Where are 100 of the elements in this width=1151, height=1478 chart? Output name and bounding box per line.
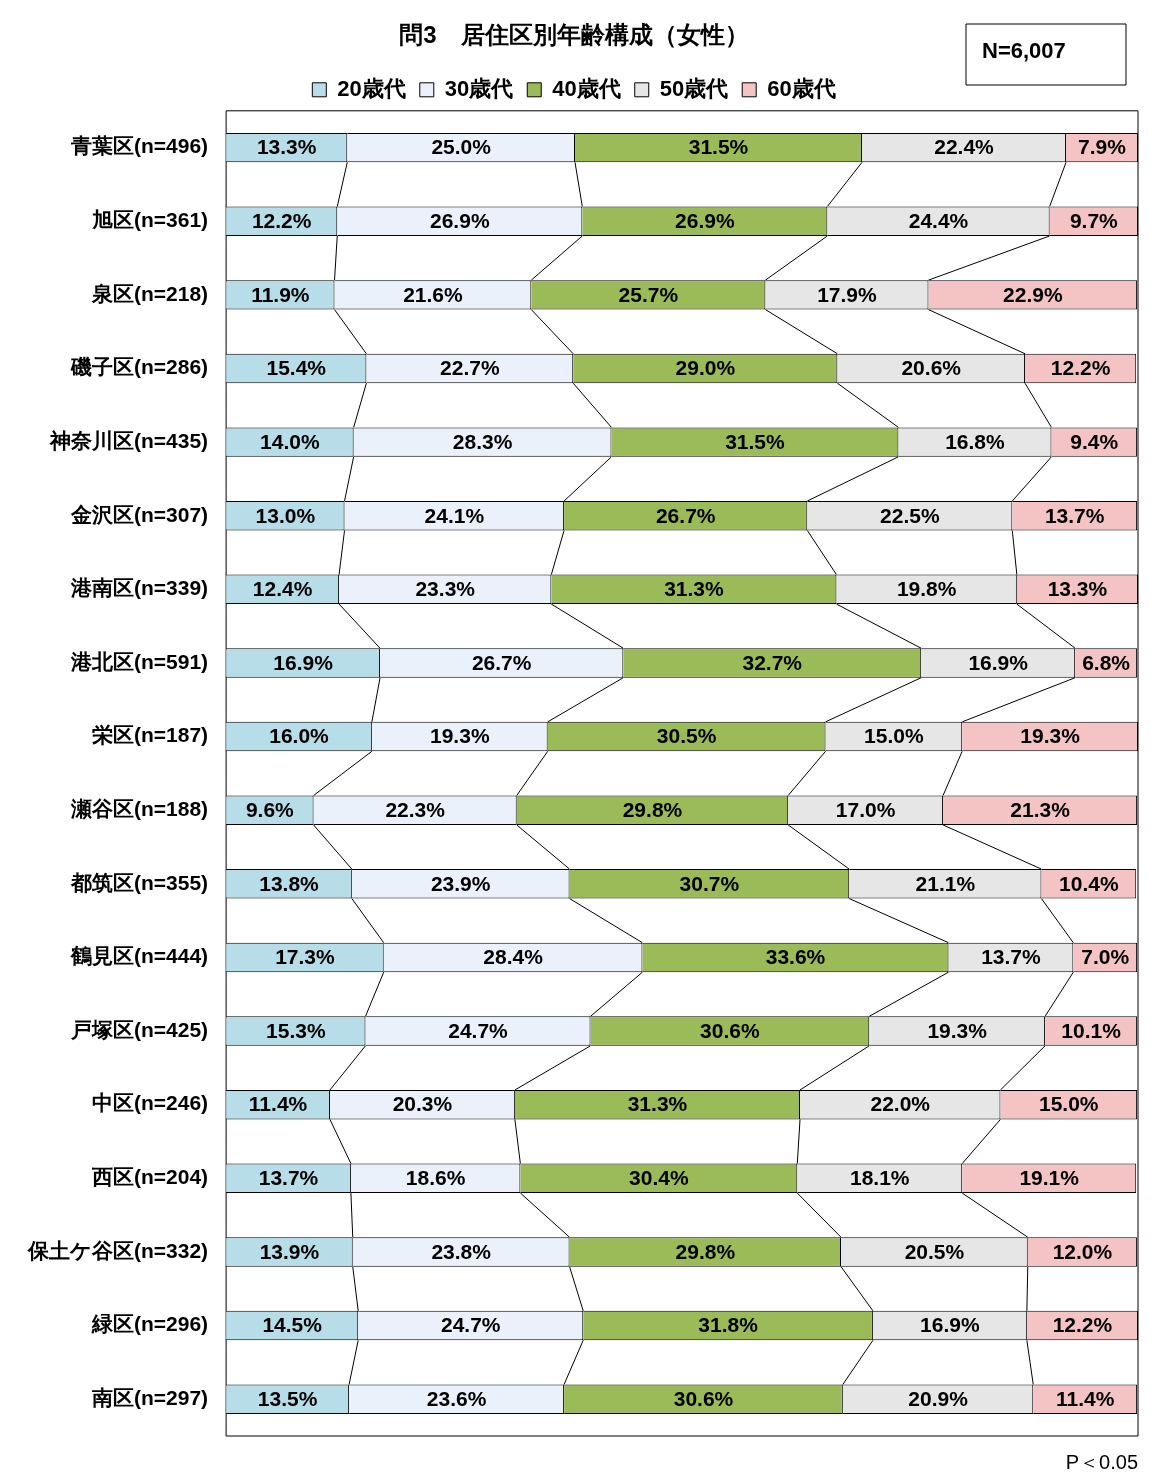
text: N=6,007 (982, 38, 1066, 64)
data-label: 22.0% (870, 1092, 931, 1116)
data-label: 6.8% (1082, 650, 1131, 674)
data-label: 13.0% (255, 503, 316, 527)
data-label: 16.0% (269, 724, 330, 748)
data-label: 22.3% (385, 798, 446, 822)
data-label: 25.7% (618, 282, 679, 306)
data-label: 30.6% (673, 1386, 734, 1410)
y-tick-label: 港北区(n=591) (69, 649, 209, 673)
legend-label: 20歳代 (337, 75, 406, 101)
data-label: 19.1% (1019, 1166, 1080, 1190)
data-label: 29.8% (675, 1239, 736, 1263)
data-label: 14.0% (260, 429, 320, 453)
data-label: 10.4% (1059, 871, 1119, 895)
data-label: 26.7% (471, 650, 532, 674)
y-tick-label: 保土ケ谷区(n=332) (26, 1238, 209, 1262)
data-label: 18.1% (849, 1166, 910, 1190)
y-tick-label: 南区(n=297) (90, 1385, 209, 1409)
data-label: 11.4% (1055, 1386, 1115, 1410)
data-label: 9.7% (1069, 209, 1119, 233)
data-label: 13.3% (1047, 577, 1108, 601)
data-label: 19.3% (927, 1018, 988, 1042)
data-label: 14.5% (262, 1313, 323, 1337)
data-label: 9.6% (245, 798, 295, 822)
data-label: 20.5% (904, 1239, 965, 1263)
data-label: 24.7% (448, 1018, 509, 1042)
data-label: 24.1% (424, 503, 485, 527)
y-tick-label: 栄区(n=187) (91, 723, 209, 747)
data-label: 16.9% (968, 650, 1029, 674)
y-tick-label: 磯子区(n=286) (69, 355, 209, 379)
data-label: 15.0% (1038, 1092, 1099, 1116)
data-label: 28.4% (483, 945, 544, 969)
data-label: 31.3% (627, 1092, 688, 1116)
y-tick-label: 旭区(n=361) (90, 208, 209, 232)
data-label: 12.4% (252, 577, 313, 601)
y-tick-label: 戸塚区(n=425) (69, 1017, 209, 1041)
data-label: 13.7% (1044, 503, 1105, 527)
y-tick-label: 西区(n=204) (90, 1165, 209, 1189)
data-label: 16.8% (945, 429, 1006, 453)
legend-label: 60歳代 (767, 75, 836, 101)
data-label: 20.6% (901, 356, 962, 380)
data-label: 33.6% (765, 945, 826, 969)
y-tick-label: 泉区(n=218) (90, 281, 209, 305)
data-label: 25.0% (431, 135, 492, 159)
data-label: 11.4% (248, 1092, 308, 1116)
data-label: 31.3% (664, 577, 724, 601)
data-label: 24.4% (908, 209, 969, 233)
chart-title: 問3 居住区別年齢構成（女性） (399, 21, 749, 49)
y-tick-label: 都筑区(n=355) (69, 870, 209, 894)
data-label: 29.8% (622, 798, 683, 822)
data-label: 19.3% (1020, 724, 1081, 748)
data-label: 13.3% (256, 135, 317, 159)
data-label: 21.6% (403, 282, 463, 306)
y-tick-label: 緑区(n=296) (90, 1312, 209, 1336)
data-label: 7.9% (1078, 135, 1127, 159)
data-label: 28.3% (452, 429, 513, 453)
data-label: 9.4% (1070, 429, 1119, 453)
data-label: 29.0% (675, 356, 736, 380)
data-label: 16.9% (920, 1313, 980, 1337)
data-label: 31.5% (725, 429, 786, 453)
data-label: 20.9% (908, 1386, 969, 1410)
data-label: 15.0% (864, 724, 924, 748)
data-label: 13.5% (257, 1386, 318, 1410)
data-label: 12.0% (1052, 1239, 1113, 1263)
data-label: 31.5% (688, 135, 749, 159)
data-label: 15.4% (266, 356, 327, 380)
data-label: 17.0% (835, 798, 896, 822)
data-label: 26.7% (655, 503, 716, 527)
data-label: 22.7% (440, 356, 500, 380)
data-label: 13.9% (259, 1239, 320, 1263)
data-label: 30.6% (700, 1018, 760, 1042)
y-tick-label: 青葉区(n=496) (69, 134, 209, 158)
data-label: 12.2% (1052, 1313, 1113, 1337)
data-label: 16.9% (273, 650, 334, 674)
data-label: 13.7% (981, 945, 1042, 969)
data-label: 32.7% (742, 650, 803, 674)
data-label: 26.9% (430, 209, 490, 233)
data-label: 20.3% (392, 1092, 453, 1116)
y-tick-label: 港南区(n=339) (69, 576, 209, 600)
data-label: 30.7% (679, 871, 740, 895)
data-label: 12.2% (251, 209, 312, 233)
data-label: 12.2% (1050, 356, 1111, 380)
y-tick-label: 鶴見区(n=444) (69, 944, 209, 968)
data-label: 11.9% (251, 282, 310, 306)
y-tick-label: 中区(n=246) (91, 1091, 209, 1115)
data-label: 23.3% (415, 577, 476, 601)
data-label: 30.4% (629, 1166, 689, 1190)
data-label: 19.3% (430, 724, 490, 748)
legend-label: 40歳代 (552, 75, 621, 101)
data-label: 30.5% (656, 724, 717, 748)
y-tick-label: 瀬谷区(n=188) (69, 797, 209, 821)
legend-label: 30歳代 (444, 75, 514, 101)
data-label: 17.3% (275, 945, 336, 969)
data-label: 18.6% (405, 1166, 466, 1190)
data-label: 21.3% (1010, 798, 1071, 822)
data-label: 17.9% (817, 282, 878, 306)
data-label: 22.5% (880, 503, 940, 527)
data-label: 13.7% (258, 1166, 319, 1190)
y-tick-label: 神奈川区(n=435) (48, 428, 209, 452)
data-label: 7.0% (1081, 945, 1130, 969)
